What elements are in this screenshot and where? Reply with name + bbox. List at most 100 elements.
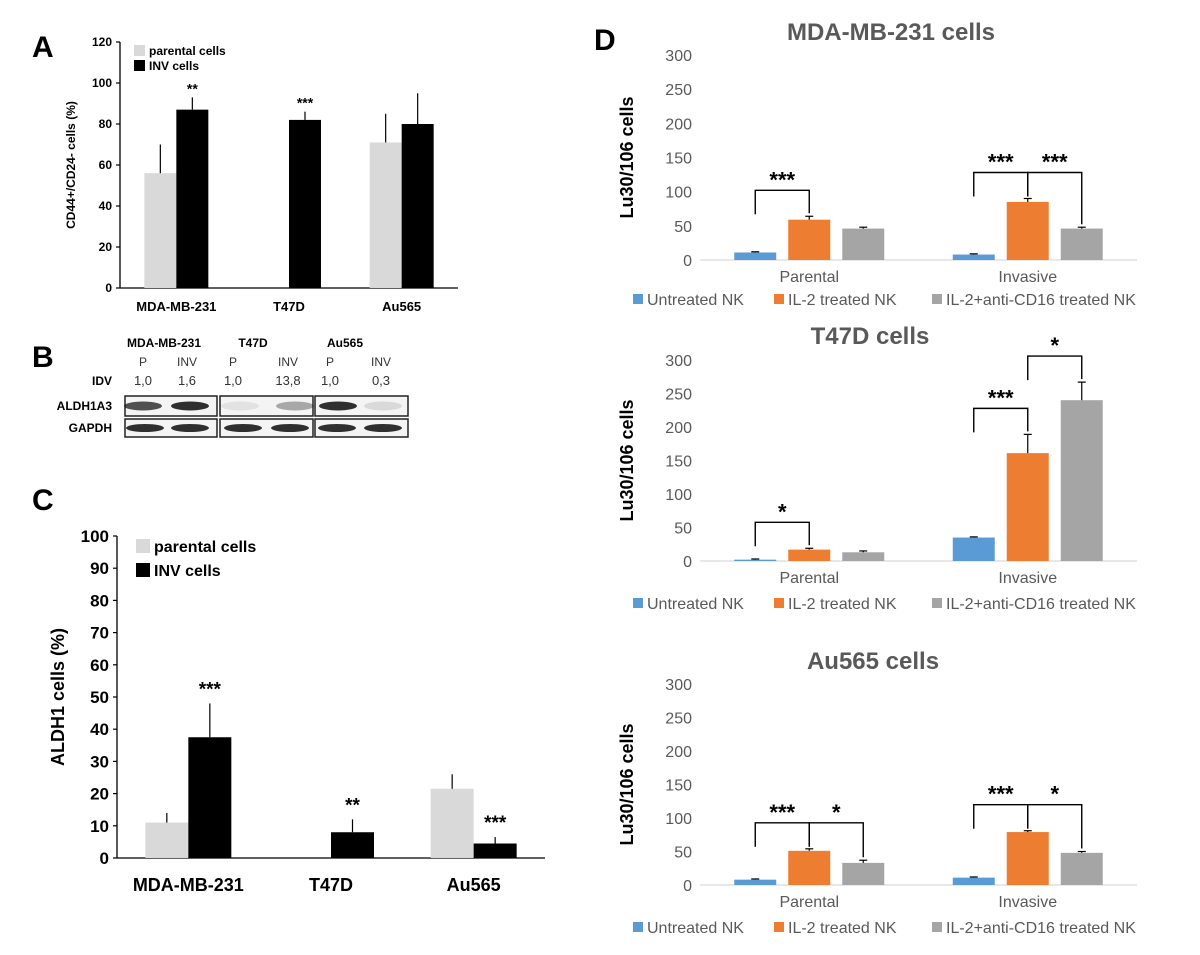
y-tick-label: 30 xyxy=(90,752,109,771)
significance-label: *** xyxy=(1042,150,1068,175)
legend-label: Untreated NK xyxy=(647,292,744,309)
y-tick-label: 200 xyxy=(665,420,692,437)
blot-idv-value: 0,3 xyxy=(372,373,390,388)
x-tick-label: MDA-MB-231 xyxy=(136,299,216,314)
bar-il2-cd16 xyxy=(842,862,885,885)
panel-letter-b: B xyxy=(32,341,54,374)
blot-strip-gapdh xyxy=(314,418,409,438)
y-axis-label: Lu30/106 cells xyxy=(617,399,637,521)
significance-bracket xyxy=(1027,171,1083,225)
significance-bracket xyxy=(754,521,810,547)
blot-strip-gapdh xyxy=(219,418,314,438)
legend-label: IL-2+anti-CD16 treated NK xyxy=(946,920,1136,937)
legend-label: IL-2+anti-CD16 treated NK xyxy=(946,596,1136,613)
blot-band xyxy=(364,424,402,432)
significance-bracket xyxy=(808,822,864,858)
blot-idv-value: 1,0 xyxy=(134,373,152,388)
blot-lane-label: P xyxy=(229,355,237,369)
blot-lane-label: INV xyxy=(371,355,391,369)
y-tick-label: 40 xyxy=(99,199,113,213)
significance-label: * xyxy=(1050,333,1059,358)
x-tick-label: Au565 xyxy=(382,299,421,314)
panel-letter-c: C xyxy=(32,484,54,517)
blot-band xyxy=(276,401,314,411)
bar-untreated xyxy=(952,537,995,561)
y-tick-label: 150 xyxy=(665,454,692,471)
chart-title: MDA-MB-231 cells xyxy=(787,19,995,46)
legend-swatch xyxy=(932,294,942,304)
bar-untreated xyxy=(734,252,777,260)
x-tick-label: Parental xyxy=(779,570,839,587)
blot-band xyxy=(319,401,357,411)
y-tick-label: 150 xyxy=(665,151,692,168)
legend-swatch xyxy=(134,45,145,56)
bar-untreated xyxy=(952,877,995,885)
y-tick-label: 150 xyxy=(665,778,692,795)
y-tick-label: 20 xyxy=(99,240,113,254)
bar-parental xyxy=(369,142,402,288)
legend-swatch xyxy=(774,294,784,304)
significance-label: ** xyxy=(345,795,360,816)
legend-swatch xyxy=(633,922,643,932)
bar-parental xyxy=(145,822,189,858)
legend-label: parental cells xyxy=(154,539,256,556)
legend-swatch xyxy=(633,598,643,608)
blot-idv-value: 13,8 xyxy=(275,373,300,388)
y-tick-label: 200 xyxy=(665,116,692,133)
significance-label: * xyxy=(832,800,841,825)
panel-letter-d: D xyxy=(594,24,616,57)
legend-swatch xyxy=(136,563,150,577)
bar-parental xyxy=(430,788,474,858)
bar-il2-cd16 xyxy=(842,552,885,561)
y-tick-label: 20 xyxy=(90,785,109,804)
bar-il2-cd16 xyxy=(842,228,885,260)
y-tick-label: 60 xyxy=(90,656,109,675)
bar-untreated xyxy=(952,254,995,260)
legend-swatch xyxy=(932,598,942,608)
y-tick-label: 50 xyxy=(674,845,692,862)
significance-label: *** xyxy=(484,813,507,834)
legend-swatch xyxy=(134,60,145,71)
bar-il2-cd16 xyxy=(1060,852,1103,885)
y-tick-label: 70 xyxy=(90,624,109,643)
bar-il2-cd16 xyxy=(1060,400,1103,561)
blot-column-header: MDA-MB-231 xyxy=(127,336,201,350)
blot-band xyxy=(221,401,259,411)
legend-label: IL-2 treated NK xyxy=(788,920,897,937)
significance-label: *** xyxy=(769,800,795,825)
legend-label: Untreated NK xyxy=(647,920,744,937)
blot-lane-label: P xyxy=(139,355,147,369)
bar-inv xyxy=(401,124,434,288)
western-blot: MDA-MB-231 T47D Au565 P INV P INV P INV 1,0 1,6 1,0… xyxy=(57,336,409,438)
y-tick-label: 0 xyxy=(683,253,692,270)
blot-idv-value: 1,6 xyxy=(178,373,196,388)
y-tick-label: 0 xyxy=(683,554,692,571)
x-tick-label: MDA-MB-231 xyxy=(133,875,244,895)
x-tick-label: Invasive xyxy=(998,570,1057,587)
bar-inv xyxy=(473,843,517,858)
bar-il2 xyxy=(1006,201,1049,260)
blot-idv-value: 1,0 xyxy=(321,373,339,388)
chart-a: 0 20 40 60 80 100 120 CD44+/CD24- cells (%) MDA-… xyxy=(64,35,458,314)
bar-untreated xyxy=(734,879,777,885)
chart-d1: MDA-MB-231 cells 0 50 100 150 200 250 300 Lu30/1… xyxy=(617,19,1137,309)
blot-lane-label: INV xyxy=(278,355,298,369)
significance-bracket xyxy=(754,822,810,847)
x-tick-label: T47D xyxy=(273,299,305,314)
chart-c: 0 10 20 30 40 50 60 70 80 90 100 ALDH1 cells (%) MDA… xyxy=(48,527,545,895)
blot-band xyxy=(171,401,209,411)
x-tick-label: Au565 xyxy=(447,875,501,895)
panel-letter-a: A xyxy=(32,31,54,64)
blot-idv-value: 1,0 xyxy=(224,373,242,388)
y-tick-label: 300 xyxy=(665,353,692,370)
y-tick-label: 0 xyxy=(683,878,692,895)
chart-title: Au565 cells xyxy=(807,648,939,675)
significance-bracket xyxy=(973,804,1029,829)
bar-il2 xyxy=(788,219,831,260)
significance-bracket xyxy=(973,171,1029,197)
y-axis-label: CD44+/CD24- cells (%) xyxy=(64,101,78,229)
blot-band xyxy=(224,424,262,432)
blot-band xyxy=(171,424,209,432)
y-tick-label: 300 xyxy=(665,48,692,65)
